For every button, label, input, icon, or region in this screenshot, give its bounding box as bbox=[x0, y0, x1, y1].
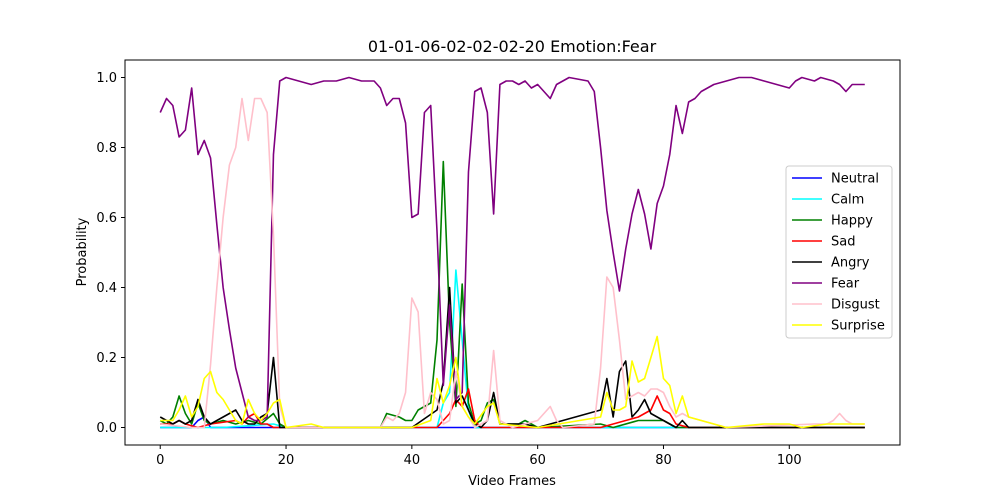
series-line-happy bbox=[159, 160, 865, 429]
y-tick-label: 0.4 bbox=[96, 281, 117, 296]
y-tick-label: 0.8 bbox=[96, 141, 117, 156]
legend-label-calm: Calm bbox=[831, 193, 864, 208]
x-tick-label: 80 bbox=[655, 453, 672, 468]
x-axis-label: Video Frames bbox=[468, 474, 556, 489]
plot-area bbox=[124, 59, 901, 446]
x-tick-label: 20 bbox=[278, 453, 295, 468]
series-line-surprise bbox=[160, 335, 865, 429]
y-tick-label: 0.6 bbox=[96, 211, 117, 226]
series-line-sad bbox=[160, 388, 865, 429]
y-axis-label: Probability bbox=[75, 217, 90, 286]
series-line-calm bbox=[160, 269, 865, 429]
legend-label-sad: Sad bbox=[831, 235, 855, 250]
plot-frame bbox=[124, 59, 901, 446]
x-tick-label: 60 bbox=[529, 453, 546, 468]
legend: Neutral Calm Happy Sad Angry Fear Disgust Surpr… bbox=[785, 165, 893, 339]
series-line-angry bbox=[159, 286, 865, 429]
legend-box bbox=[785, 165, 893, 339]
legend-label-happy: Happy bbox=[831, 214, 873, 229]
x-axis-ticks: 0 20 40 60 80 100 bbox=[156, 445, 802, 468]
series-lines bbox=[159, 76, 865, 429]
x-tick-label: 40 bbox=[404, 453, 421, 468]
x-tick-label: 100 bbox=[777, 453, 802, 468]
series-line-fear bbox=[159, 76, 865, 422]
y-tick-label: 1.0 bbox=[96, 71, 117, 86]
legend-label-surprise: Surprise bbox=[831, 319, 885, 334]
legend-label-fear: Fear bbox=[831, 277, 860, 292]
legend-label-neutral: Neutral bbox=[831, 172, 879, 187]
legend-label-disgust: Disgust bbox=[831, 298, 880, 313]
chart-title: 01-01-06-02-02-02-20 Emotion:Fear bbox=[368, 37, 657, 56]
legend-label-angry: Angry bbox=[831, 256, 870, 271]
y-tick-label: 0.2 bbox=[96, 351, 117, 366]
x-tick-label: 0 bbox=[156, 453, 164, 468]
y-axis-ticks: 0.0 0.2 0.4 0.6 0.8 1.0 bbox=[96, 71, 125, 436]
series-line-disgust bbox=[160, 97, 865, 429]
y-tick-label: 0.0 bbox=[96, 421, 117, 436]
